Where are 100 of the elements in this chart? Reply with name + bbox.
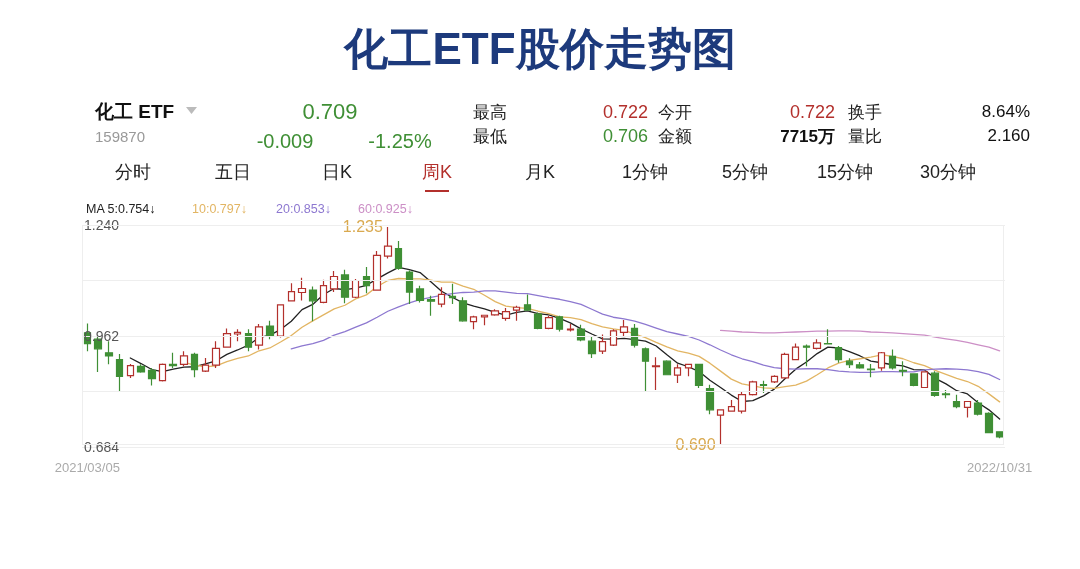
candlestick — [995, 431, 1004, 439]
text: 5分钟 — [721, 161, 769, 184]
candlestick — [190, 352, 199, 378]
candlestick — [254, 323, 264, 351]
candlestick — [694, 363, 704, 389]
text: 0.722 — [602, 101, 648, 123]
candlestick — [405, 269, 414, 305]
candlestick — [898, 360, 908, 377]
candlestick — [233, 328, 242, 342]
candlestick — [115, 353, 124, 393]
x-tick-label: 2022/10/31 — [967, 460, 1033, 475]
candlestick — [737, 391, 747, 415]
candlestick — [276, 304, 285, 339]
text: 0.706 — [602, 125, 648, 147]
candlestick — [512, 305, 521, 322]
text: 金额 — [658, 125, 692, 148]
candlestick — [104, 340, 114, 365]
candlestick — [576, 324, 586, 342]
text: 60:0.925↓ — [358, 202, 413, 216]
candlestick — [823, 328, 833, 345]
candlestick — [684, 363, 693, 377]
text: 0.709 — [302, 99, 358, 125]
text: 最高 — [473, 101, 507, 124]
candlestick — [362, 266, 371, 294]
candlestick — [501, 307, 511, 322]
text: -0.009 — [256, 129, 314, 153]
candlestick — [609, 328, 618, 347]
text: 7715万 — [780, 125, 835, 148]
candlestick — [458, 296, 468, 323]
candlestick — [984, 411, 994, 434]
candlestick — [566, 323, 575, 333]
text: 30分钟 — [919, 161, 977, 184]
candlestick — [619, 319, 629, 337]
candlestick — [877, 351, 886, 372]
candlestick — [394, 240, 403, 271]
candlestick — [555, 315, 564, 333]
candlestick — [920, 370, 929, 389]
text: 日K — [321, 161, 353, 184]
candlestick — [973, 399, 983, 417]
candlestick — [437, 286, 446, 308]
candlestick — [888, 348, 897, 371]
candlestick — [598, 333, 607, 355]
text: 月K — [524, 161, 556, 184]
candlestick — [383, 226, 393, 260]
candlestick — [834, 345, 843, 364]
candlestick — [490, 308, 500, 317]
candlestick — [372, 250, 382, 292]
candlestick — [845, 357, 854, 369]
text: 0.722 — [789, 101, 835, 123]
candlestick — [963, 400, 972, 419]
line-series — [129, 266, 1001, 420]
text: 量比 — [848, 125, 882, 148]
candlestick — [780, 352, 790, 380]
candlestick — [480, 314, 489, 326]
line-series — [290, 290, 1001, 381]
candlestick — [673, 363, 682, 384]
candlestick — [147, 367, 157, 387]
text: 20:0.853↓ — [276, 202, 331, 216]
candlestick — [716, 409, 725, 446]
candlestick — [812, 338, 822, 351]
candlestick — [244, 328, 253, 352]
candlestick — [770, 374, 779, 384]
candlestick — [759, 380, 768, 394]
candlestick — [222, 327, 232, 349]
candlestick — [866, 363, 876, 378]
candlestick — [641, 346, 650, 393]
candlestick — [415, 285, 425, 304]
candlestick — [308, 285, 318, 322]
candlestick — [211, 340, 221, 369]
candlestick — [791, 342, 800, 361]
text: 最低 — [473, 125, 507, 148]
text: -1.25% — [368, 129, 432, 153]
candlestick — [287, 282, 296, 302]
candlestick — [952, 394, 961, 409]
candlestick — [748, 380, 758, 397]
text: 10:0.797↓ — [192, 202, 247, 216]
candlestick — [158, 362, 167, 383]
text: 分时 — [115, 161, 151, 184]
line-series — [719, 329, 1001, 352]
text: 8.64% — [981, 102, 1030, 122]
candlestick — [855, 361, 865, 370]
candlestick — [469, 315, 478, 330]
text: 五日 — [215, 161, 251, 184]
candlestick — [426, 295, 436, 317]
candlestick — [941, 389, 951, 399]
candlestick — [523, 293, 532, 312]
candlestick — [533, 311, 543, 330]
text: 15分钟 — [816, 161, 874, 184]
y-tick-label: 0.962 — [84, 328, 120, 344]
candlestick — [930, 370, 940, 398]
candlestick — [297, 277, 307, 302]
candlestick — [201, 357, 210, 373]
chart-title: 化工ETF股价走势图 — [342, 23, 737, 75]
text: 换手 — [848, 101, 882, 124]
text: 2.160 — [987, 126, 1030, 146]
candlestick — [651, 356, 661, 391]
candlestick — [662, 359, 672, 376]
candlestick — [319, 279, 328, 304]
candlestick — [340, 269, 350, 304]
candlestick — [909, 372, 919, 387]
